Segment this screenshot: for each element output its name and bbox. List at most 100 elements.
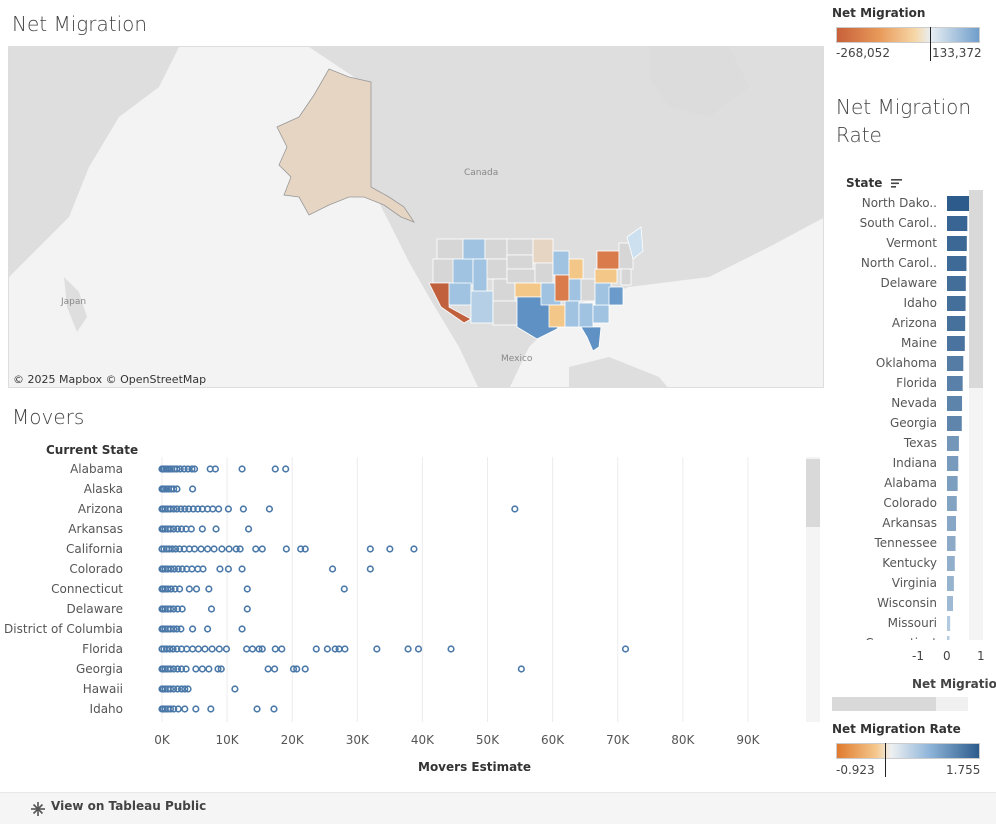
movers-point[interactable]: [166, 625, 175, 633]
movers-point[interactable]: [166, 705, 175, 713]
movers-point[interactable]: [224, 565, 233, 573]
movers-point[interactable]: [178, 605, 186, 613]
movers-point[interactable]: [169, 645, 177, 653]
movers-point[interactable]: [184, 685, 192, 693]
tableau-logo-icon[interactable]: [30, 801, 46, 821]
movers-point[interactable]: [172, 545, 180, 553]
movers-point[interactable]: [232, 545, 240, 553]
movers-point[interactable]: [170, 505, 178, 513]
movers-point[interactable]: [253, 705, 261, 713]
movers-point[interactable]: [222, 645, 231, 653]
rate-bar[interactable]: [947, 196, 969, 211]
movers-point[interactable]: [248, 645, 257, 653]
movers-point[interactable]: [215, 505, 223, 513]
rate-hscrollbar-thumb[interactable]: [832, 697, 936, 711]
movers-point[interactable]: [162, 645, 171, 653]
movers-point[interactable]: [171, 585, 179, 593]
movers-scrollbar[interactable]: [806, 457, 820, 722]
movers-point[interactable]: [258, 545, 266, 553]
movers-point[interactable]: [282, 545, 290, 553]
rate-bar[interactable]: [947, 476, 958, 491]
movers-point[interactable]: [341, 645, 349, 653]
movers-point[interactable]: [271, 645, 279, 653]
movers-point[interactable]: [174, 565, 182, 573]
movers-point[interactable]: [366, 545, 374, 553]
movers-point[interactable]: [177, 525, 186, 533]
movers-point[interactable]: [239, 505, 247, 513]
rate-bar[interactable]: [947, 636, 950, 640]
movers-point[interactable]: [243, 605, 251, 613]
movers-point[interactable]: [255, 645, 263, 653]
movers-point[interactable]: [190, 545, 199, 553]
movers-point[interactable]: [188, 485, 197, 493]
movers-point[interactable]: [190, 465, 199, 473]
movers-point[interactable]: [197, 545, 205, 553]
movers-point[interactable]: [181, 705, 189, 713]
rate-bar[interactable]: [947, 316, 966, 331]
movers-point[interactable]: [205, 665, 213, 673]
rate-scrollbar-thumb[interactable]: [969, 190, 983, 388]
map-view[interactable]: Canada Mexico Japan © 2025 Mapbox © Open…: [8, 46, 824, 388]
movers-point[interactable]: [170, 625, 178, 633]
rate-sort-header[interactable]: State: [846, 176, 903, 191]
movers-point[interactable]: [373, 645, 381, 653]
movers-point[interactable]: [194, 645, 203, 653]
movers-point[interactable]: [271, 665, 279, 673]
rate-bar[interactable]: [947, 276, 966, 291]
rate-bar[interactable]: [947, 236, 967, 251]
movers-point[interactable]: [192, 585, 201, 593]
movers-point[interactable]: [208, 645, 216, 653]
movers-point[interactable]: [175, 585, 184, 593]
movers-point[interactable]: [170, 665, 178, 673]
movers-point[interactable]: [175, 545, 184, 553]
rate-bar[interactable]: [947, 516, 957, 531]
movers-point[interactable]: [216, 565, 224, 573]
movers-point[interactable]: [170, 685, 178, 693]
movers-point[interactable]: [167, 585, 175, 593]
movers-point[interactable]: [168, 545, 177, 553]
movers-point[interactable]: [173, 485, 181, 493]
movers-point[interactable]: [192, 705, 200, 713]
movers-point[interactable]: [201, 645, 209, 653]
movers-point[interactable]: [198, 665, 206, 673]
rate-bar[interactable]: [947, 296, 966, 311]
rate-bar[interactable]: [947, 256, 967, 271]
movers-point[interactable]: [173, 625, 181, 633]
movers-point[interactable]: [238, 565, 246, 573]
rate-bar[interactable]: [947, 376, 963, 391]
movers-point[interactable]: [264, 665, 272, 673]
movers-point[interactable]: [164, 585, 172, 593]
movers-point[interactable]: [188, 625, 197, 633]
movers-point[interactable]: [170, 605, 178, 613]
movers-point[interactable]: [447, 645, 455, 653]
movers-point[interactable]: [404, 645, 412, 653]
movers-point[interactable]: [218, 545, 226, 553]
movers-point[interactable]: [282, 465, 290, 473]
movers-point[interactable]: [265, 505, 274, 513]
movers-point[interactable]: [203, 625, 212, 633]
movers-point[interactable]: [278, 645, 286, 653]
rate-bar[interactable]: [947, 556, 955, 571]
rate-bar[interactable]: [947, 616, 951, 631]
movers-point[interactable]: [511, 505, 519, 513]
movers-scrollbar-thumb[interactable]: [806, 459, 820, 527]
movers-point[interactable]: [173, 505, 181, 513]
movers-point[interactable]: [207, 605, 216, 613]
movers-point[interactable]: [174, 685, 182, 693]
movers-point[interactable]: [225, 545, 233, 553]
movers-point[interactable]: [414, 645, 423, 653]
movers-point[interactable]: [215, 645, 223, 653]
movers-point[interactable]: [170, 485, 178, 493]
movers-point[interactable]: [174, 665, 182, 673]
movers-point[interactable]: [166, 505, 175, 513]
movers-point[interactable]: [185, 585, 193, 593]
movers-point[interactable]: [410, 545, 418, 553]
movers-point[interactable]: [301, 545, 309, 553]
movers-point[interactable]: [174, 525, 182, 533]
rate-bar[interactable]: [947, 356, 964, 371]
rate-bar[interactable]: [947, 456, 959, 471]
movers-point[interactable]: [177, 505, 185, 513]
movers-point[interactable]: [185, 505, 193, 513]
movers-point[interactable]: [243, 585, 251, 593]
movers-point[interactable]: [621, 645, 630, 653]
